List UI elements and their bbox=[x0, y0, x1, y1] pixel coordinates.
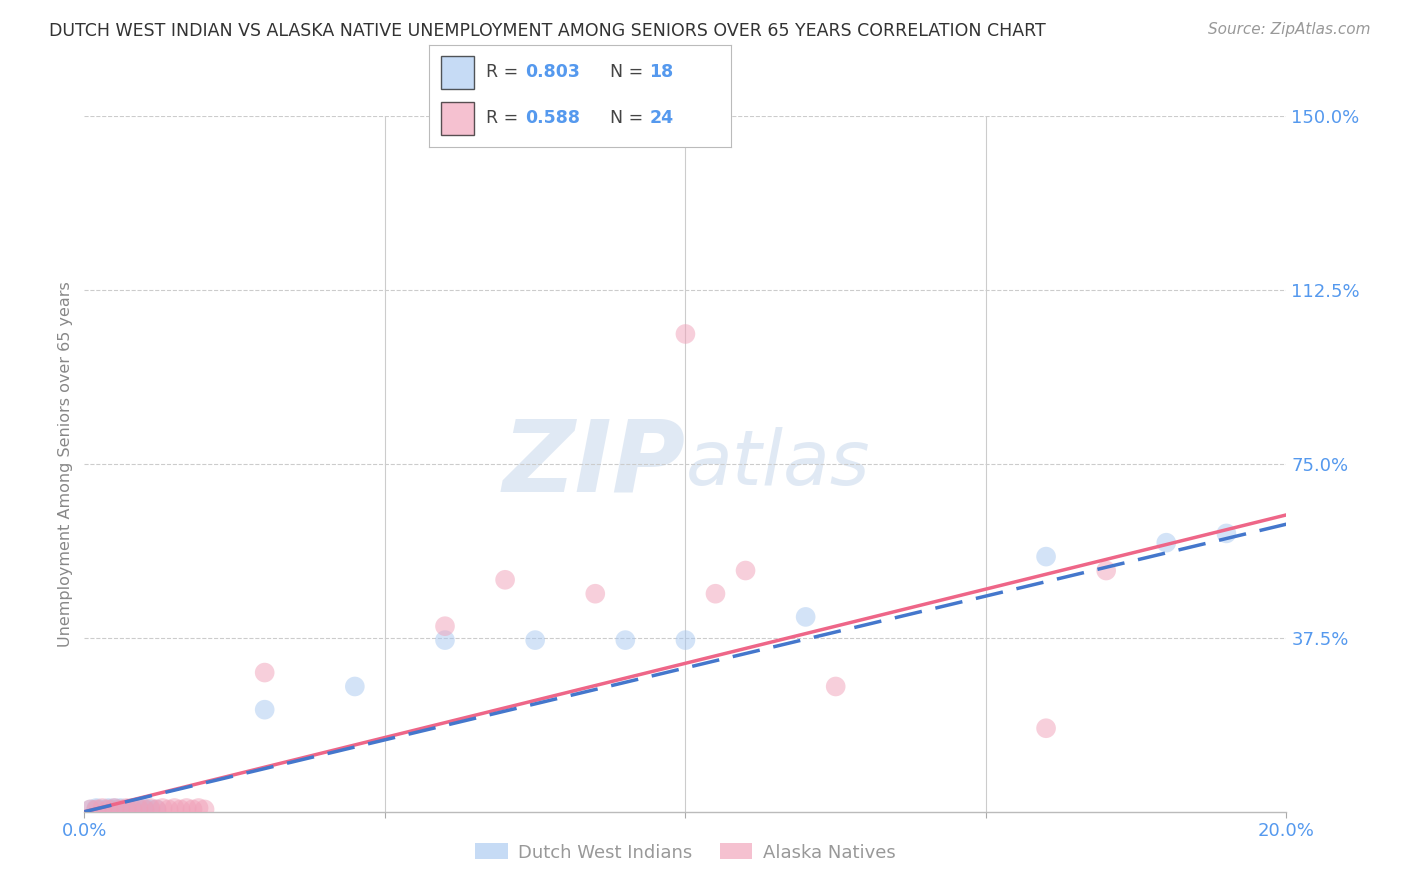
Text: R =: R = bbox=[486, 63, 524, 81]
Point bbox=[1035, 721, 1057, 735]
Point bbox=[794, 610, 817, 624]
Point bbox=[1215, 526, 1237, 541]
FancyBboxPatch shape bbox=[441, 102, 474, 135]
Point bbox=[139, 801, 162, 815]
Point bbox=[434, 633, 457, 648]
Point bbox=[675, 633, 697, 648]
Text: ZIP: ZIP bbox=[502, 416, 686, 512]
Point bbox=[157, 802, 180, 816]
Point bbox=[121, 802, 143, 816]
Point bbox=[115, 801, 138, 815]
Point bbox=[145, 802, 167, 816]
Point bbox=[614, 633, 637, 648]
Point bbox=[152, 801, 174, 815]
Point bbox=[343, 680, 366, 694]
Point bbox=[524, 633, 547, 648]
Point bbox=[97, 802, 120, 816]
Point bbox=[79, 802, 101, 816]
Point bbox=[110, 802, 132, 816]
Point bbox=[145, 802, 167, 816]
Point bbox=[704, 587, 727, 601]
Text: 0.588: 0.588 bbox=[526, 110, 581, 128]
Point bbox=[1035, 549, 1057, 564]
Text: R =: R = bbox=[486, 110, 524, 128]
Point bbox=[127, 801, 149, 815]
Point bbox=[169, 802, 191, 816]
Point bbox=[97, 801, 120, 815]
Point bbox=[121, 801, 143, 815]
Point bbox=[134, 801, 156, 815]
Point bbox=[134, 802, 156, 816]
Point bbox=[253, 703, 276, 717]
Text: N =: N = bbox=[610, 110, 650, 128]
Point bbox=[1095, 564, 1118, 578]
Point bbox=[583, 587, 606, 601]
Text: 0.803: 0.803 bbox=[526, 63, 581, 81]
Point bbox=[734, 564, 756, 578]
Text: 18: 18 bbox=[650, 63, 673, 81]
Point bbox=[163, 801, 186, 815]
Point bbox=[103, 802, 125, 816]
Point bbox=[86, 802, 108, 816]
Point bbox=[675, 326, 697, 341]
Text: N =: N = bbox=[610, 63, 650, 81]
FancyBboxPatch shape bbox=[441, 56, 474, 88]
Point bbox=[103, 801, 125, 815]
Point bbox=[115, 802, 138, 816]
Point bbox=[79, 802, 101, 816]
Point bbox=[110, 801, 132, 815]
Point bbox=[110, 802, 132, 816]
Point bbox=[97, 802, 120, 816]
Point bbox=[824, 680, 846, 694]
Point bbox=[134, 802, 156, 816]
Point bbox=[91, 802, 114, 816]
Point bbox=[494, 573, 516, 587]
Point bbox=[121, 802, 143, 816]
Point bbox=[139, 802, 162, 816]
Point bbox=[1156, 535, 1178, 549]
Point bbox=[434, 619, 457, 633]
Point bbox=[253, 665, 276, 680]
Point bbox=[86, 801, 108, 815]
Text: 24: 24 bbox=[650, 110, 673, 128]
Legend: Dutch West Indians, Alaska Natives: Dutch West Indians, Alaska Natives bbox=[468, 836, 903, 869]
Point bbox=[103, 801, 125, 815]
Point bbox=[181, 802, 204, 816]
Point bbox=[187, 801, 209, 815]
Text: atlas: atlas bbox=[686, 427, 870, 500]
Point bbox=[91, 801, 114, 815]
Y-axis label: Unemployment Among Seniors over 65 years: Unemployment Among Seniors over 65 years bbox=[58, 281, 73, 647]
Text: Source: ZipAtlas.com: Source: ZipAtlas.com bbox=[1208, 22, 1371, 37]
Point bbox=[127, 802, 149, 816]
Point bbox=[176, 801, 198, 815]
Point bbox=[194, 802, 217, 816]
Text: DUTCH WEST INDIAN VS ALASKA NATIVE UNEMPLOYMENT AMONG SENIORS OVER 65 YEARS CORR: DUTCH WEST INDIAN VS ALASKA NATIVE UNEMP… bbox=[49, 22, 1046, 40]
Point bbox=[86, 802, 108, 816]
